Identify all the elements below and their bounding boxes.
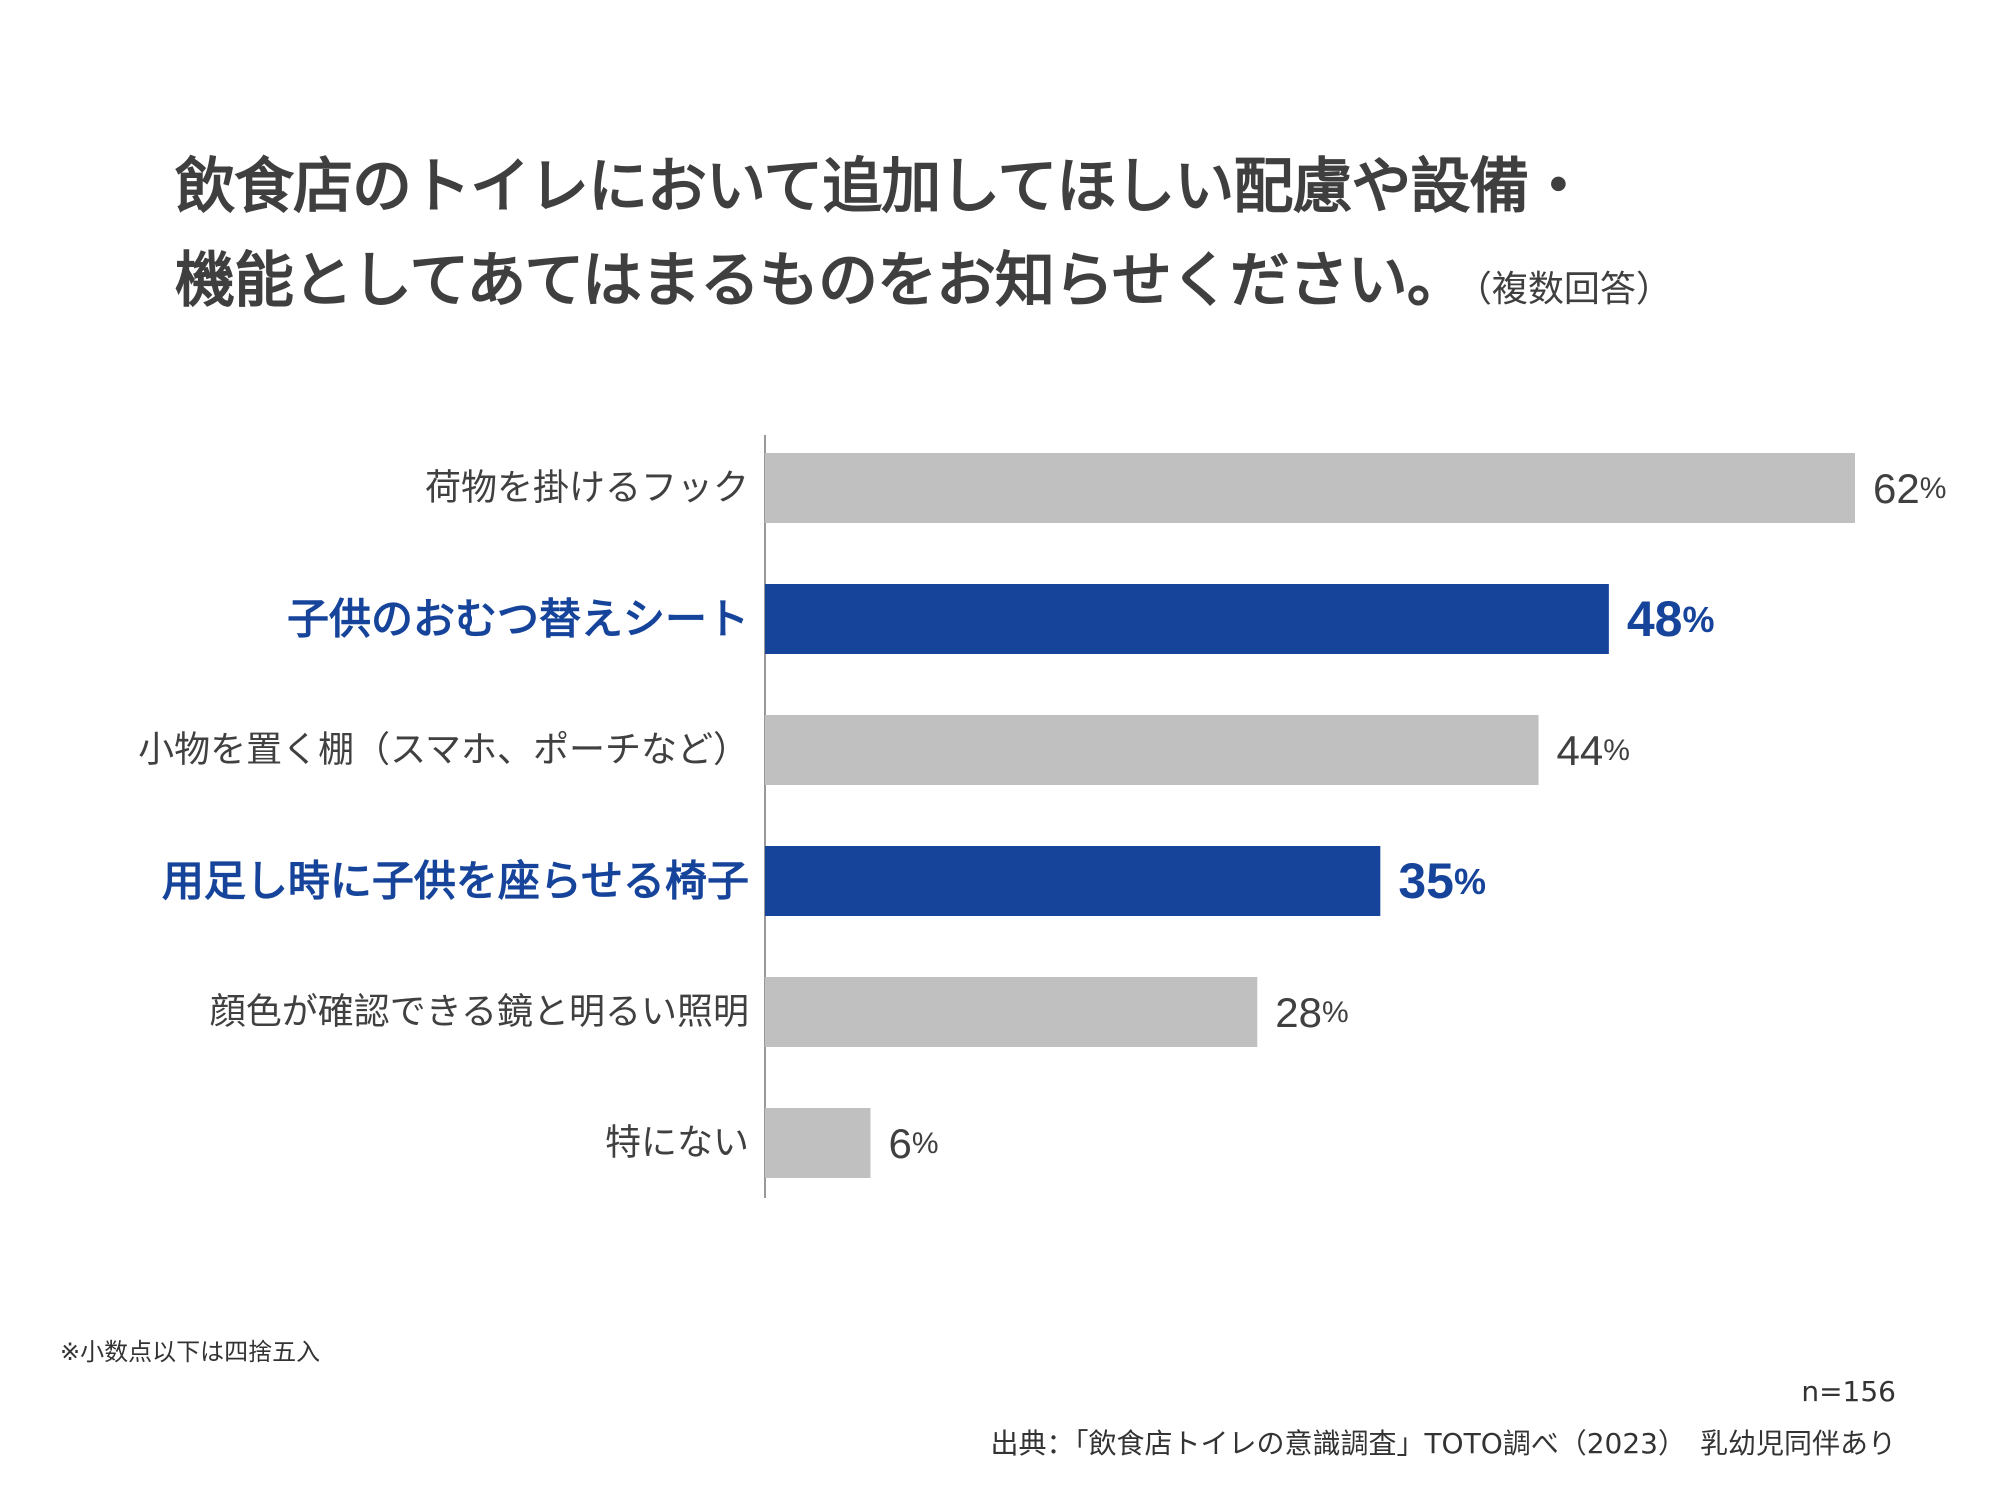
category-label: 小物を置く棚（スマホ、ポーチなど） [138,730,749,771]
chart-title: 飲食店のトイレにおいて追加してほしい配慮や設備・ 機能としてあてはまるものをお知… [175,140,1975,337]
value-label: 6% [888,1120,938,1167]
category-label: 顔色が確認できる鏡と明るい照明 [210,992,749,1033]
chart-title-suffix: （複数回答） [1473,269,1672,310]
bar [765,1108,871,1178]
chart-title-line1: 飲食店のトイレにおいて追加してほしい配慮や設備・ [175,152,1588,222]
bar [765,846,1381,916]
sample-size: n=156 [1801,1375,1896,1408]
category-label: 荷物を掛けるフック [425,468,749,509]
chart-title-line2-text: 機能としてあてはまるものをお知らせください。 [175,246,1467,316]
value-label: 62% [1873,465,1946,512]
footnote: ※小数点以下は四捨五入 [60,1338,321,1366]
value-label: 44% [1557,727,1630,774]
bar [765,453,1855,523]
category-label: 特にない [605,1123,749,1164]
category-label: 用足し時に子供を座らせる椅子 [162,857,749,906]
chart-title-line2: 機能としてあてはまるものをお知らせください。 （複数回答） [175,234,1975,337]
bar [765,584,1609,654]
bar [765,715,1539,785]
value-label: 48% [1627,591,1715,647]
bar [765,977,1258,1047]
value-label: 28% [1275,989,1348,1036]
source-citation: 出典：「飲食店トイレの意識調査」TOTO調べ（2023） 乳幼児同伴あり [990,1427,1896,1460]
category-label: 子供のおむつ替えシート [287,595,749,644]
value-label: 35% [1398,853,1486,909]
